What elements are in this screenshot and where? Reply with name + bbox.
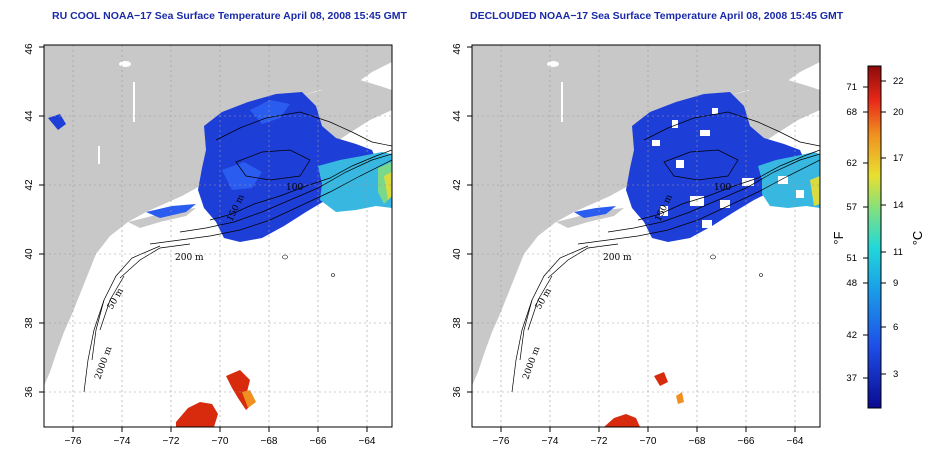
land-mass bbox=[472, 45, 820, 386]
map-frame bbox=[471, 44, 821, 428]
colorbar-gradient bbox=[867, 65, 882, 409]
x-tick-label: −68 bbox=[261, 436, 278, 447]
sst-warm-patch bbox=[654, 372, 668, 386]
sst-warm-edge bbox=[810, 176, 820, 206]
sst-patch bbox=[48, 114, 66, 130]
seamount-contour bbox=[759, 273, 763, 277]
x-tick-label: −70 bbox=[212, 436, 229, 447]
y-tick-label: 46 bbox=[24, 43, 35, 55]
x-tick-label: −76 bbox=[493, 436, 510, 447]
fahrenheit-unit-label: °F bbox=[831, 231, 846, 244]
x-tick-label: −64 bbox=[359, 436, 376, 447]
fahrenheit-tick-label: 68 bbox=[846, 107, 857, 118]
x-tick-label: −66 bbox=[310, 436, 327, 447]
axis-ticks bbox=[467, 46, 796, 432]
grid-lines bbox=[44, 45, 392, 427]
contour-label-100: 100 bbox=[286, 183, 303, 193]
sst-warm-patch bbox=[176, 402, 218, 427]
x-tick-label: −70 bbox=[640, 436, 657, 447]
y-tick-labels: 36 38 40 42 44 46 bbox=[452, 43, 463, 398]
colorbar: 37 42 48 51 57 62 68 71 3 6 9 11 14 17 2… bbox=[831, 65, 925, 409]
fahrenheit-tick-label: 37 bbox=[846, 373, 857, 384]
celsius-labels: 3 6 9 11 14 17 20 22 bbox=[893, 76, 904, 380]
sst-patch bbox=[222, 162, 262, 190]
sst-mid-region bbox=[758, 152, 820, 208]
y-tick-label: 36 bbox=[452, 386, 463, 398]
contour-label-200m: 200 m bbox=[603, 253, 632, 263]
sst-patch bbox=[574, 206, 616, 218]
sst-warm-patch bbox=[604, 414, 640, 427]
y-tick-label: 40 bbox=[452, 248, 463, 260]
land-mass bbox=[44, 45, 392, 386]
lake-champlain bbox=[561, 82, 563, 122]
fahrenheit-tick-label: 48 bbox=[846, 278, 857, 289]
x-tick-label: −72 bbox=[591, 436, 608, 447]
contour-label-100: 100 bbox=[714, 183, 731, 193]
sst-warm-edge bbox=[384, 172, 392, 200]
lake-champlain bbox=[133, 82, 135, 122]
x-tick-label: −66 bbox=[738, 436, 755, 447]
fahrenheit-tick-label: 71 bbox=[846, 82, 857, 93]
lake bbox=[547, 61, 559, 67]
bathymetry-contours bbox=[511, 111, 820, 393]
sst-mid-region bbox=[318, 152, 392, 212]
celsius-unit-label: °C bbox=[910, 231, 925, 246]
axis-ticks bbox=[39, 46, 368, 432]
grid-lines bbox=[472, 45, 820, 427]
fahrenheit-tick-label: 42 bbox=[846, 330, 857, 341]
celsius-tick-label: 6 bbox=[893, 322, 898, 333]
seamount-contour bbox=[710, 254, 716, 260]
sst-cold-region bbox=[198, 92, 378, 242]
sst-patch bbox=[250, 100, 290, 124]
y-tick-labels: 36 38 40 42 44 46 bbox=[24, 43, 35, 398]
fahrenheit-tick-label: 51 bbox=[846, 253, 857, 264]
seamount-contour bbox=[282, 254, 288, 260]
map-frame bbox=[43, 44, 393, 428]
x-tick-label: −74 bbox=[542, 436, 559, 447]
y-tick-label: 38 bbox=[452, 317, 463, 329]
colorbar-ticks bbox=[863, 80, 886, 379]
fahrenheit-labels: 37 42 48 51 57 62 68 71 bbox=[846, 82, 857, 384]
celsius-tick-label: 14 bbox=[893, 200, 904, 211]
fahrenheit-tick-label: 57 bbox=[846, 202, 857, 213]
y-tick-label: 44 bbox=[452, 110, 463, 122]
y-tick-label: 38 bbox=[24, 317, 35, 329]
x-tick-label: −64 bbox=[787, 436, 804, 447]
lake bbox=[119, 61, 131, 67]
celsius-tick-label: 17 bbox=[893, 153, 904, 164]
celsius-tick-label: 22 bbox=[893, 76, 904, 87]
right-map-title: DECLOUDED NOAA−17 Sea Surface Temperatur… bbox=[470, 10, 844, 22]
seamount-contour bbox=[331, 273, 335, 277]
left-map-title: RU COOL NOAA−17 Sea Surface Temperature … bbox=[52, 10, 407, 22]
y-tick-label: 42 bbox=[452, 179, 463, 191]
celsius-tick-label: 20 bbox=[893, 107, 904, 118]
sst-cold-region bbox=[626, 92, 806, 242]
left-map-panel: 50 m 200 m 2000 m 100 150 m −76 −74 −72 … bbox=[24, 43, 393, 447]
y-tick-label: 36 bbox=[24, 386, 35, 398]
y-tick-label: 46 bbox=[452, 43, 463, 55]
sst-warm-patch bbox=[242, 390, 256, 408]
x-tick-label: −68 bbox=[689, 436, 706, 447]
x-tick-labels: −76 −74 −72 −70 −68 −66 −64 bbox=[493, 436, 804, 447]
celsius-tick-label: 3 bbox=[893, 369, 898, 380]
celsius-tick-label: 9 bbox=[893, 278, 898, 289]
celsius-tick-label: 11 bbox=[893, 247, 903, 258]
x-tick-label: −74 bbox=[114, 436, 131, 447]
x-tick-labels: −76 −74 −72 −70 −68 −66 −64 bbox=[65, 436, 376, 447]
x-tick-label: −76 bbox=[65, 436, 82, 447]
x-tick-label: −72 bbox=[163, 436, 180, 447]
y-tick-label: 42 bbox=[24, 179, 35, 191]
right-map-panel: 50 m 200 m 2000 m 100 150 m −76 −74 −72 … bbox=[452, 43, 821, 447]
y-tick-label: 40 bbox=[24, 248, 35, 260]
river bbox=[98, 146, 100, 164]
fahrenheit-tick-label: 62 bbox=[846, 158, 857, 169]
y-tick-label: 44 bbox=[24, 110, 35, 122]
contour-label-200m: 200 m bbox=[175, 253, 204, 263]
sst-warm-patch bbox=[676, 392, 684, 404]
cloud-mask-holes bbox=[778, 176, 804, 198]
